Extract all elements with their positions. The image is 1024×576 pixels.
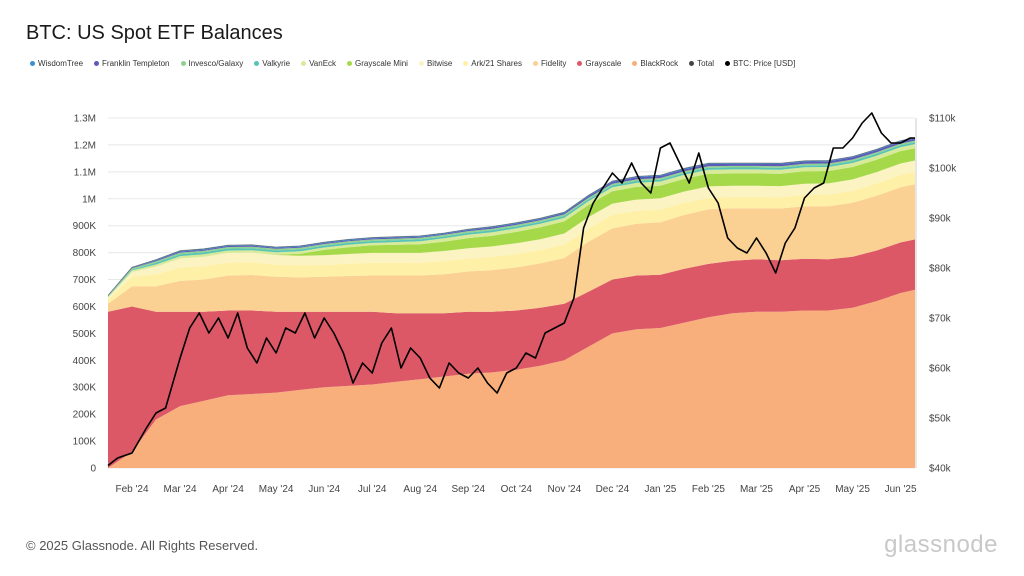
y-right-tick-label: $110k — [929, 114, 957, 125]
x-tick-label: Oct '24 — [501, 484, 533, 495]
legend-marker-franklin-templeton — [94, 61, 100, 66]
legend-label-franklin-templeton: Franklin Templeton — [102, 59, 170, 68]
x-tick-label: May '24 — [259, 484, 294, 495]
area-grayscale — [108, 239, 915, 468]
x-tick-label: Feb '25 — [692, 484, 725, 495]
x-tick-label: Aug '24 — [403, 484, 437, 495]
y-left-tick-label: 0 — [90, 464, 96, 475]
right-axis-labels: $40k $50k $60k $70k $80k $90k $100k $110k — [915, 114, 957, 475]
x-tick-label: Apr '24 — [212, 484, 244, 495]
legend-item-valkyrie[interactable]: Valkyrie — [254, 59, 290, 68]
y-left-tick-label: 1.3M — [74, 114, 96, 125]
legend-label-vaneck: VanEck — [309, 59, 337, 68]
legend-marker-grayscale-mini — [347, 61, 353, 66]
legend-label-wisdomtree: WisdomTree — [38, 59, 84, 68]
y-left-tick-label: 200K — [73, 410, 97, 421]
legend-label-ark-21-shares: Ark/21 Shares — [471, 59, 522, 68]
legend-item-btc-price[interactable]: BTC: Price [USD] — [725, 59, 795, 68]
area-blackrock — [108, 289, 915, 468]
y-left-tick-label: 900K — [73, 221, 97, 232]
btc-price-line — [107, 112, 915, 467]
legend-marker-bitwise — [418, 61, 424, 66]
legend-item-fidelity[interactable]: Fidelity — [533, 59, 566, 68]
y-right-tick-label: $90k — [929, 214, 952, 225]
chart-title: BTC: US Spot ETF Balances — [26, 22, 283, 44]
legend-item-invesco-galaxy[interactable]: Invesco/Galaxy — [180, 59, 244, 68]
stacked-areas — [107, 137, 916, 468]
y-right-tick-label: $40k — [929, 464, 952, 475]
y-right-tick-label: $70k — [929, 314, 952, 325]
y-left-tick-label: 300K — [73, 383, 97, 394]
y-left-tick-label: 1M — [82, 194, 96, 205]
copyright-notice: © 2025 Glassnode. All Rights Reserved. — [26, 538, 259, 553]
legend-marker-grayscale — [577, 61, 583, 66]
legend-item-grayscale[interactable]: Grayscale — [577, 59, 621, 68]
x-tick-label: Jun '25 — [885, 484, 917, 495]
chart-legend: WisdomTree Franklin Templeton Invesco/Ga… — [30, 59, 1020, 68]
y-left-tick-label: 1.1M — [74, 167, 96, 178]
legend-label-grayscale: Grayscale — [585, 59, 622, 68]
legend-label-grayscale-mini: Grayscale Mini — [355, 59, 408, 68]
x-tick-label: Mar '25 — [740, 484, 773, 495]
y-left-tick-label: 100K — [73, 437, 97, 448]
y-left-tick-label: 800K — [73, 248, 97, 259]
legend-marker-blackrock — [632, 61, 638, 66]
total-line — [107, 137, 916, 296]
bottom-axis-labels: Feb '24 Mar '24 Apr '24 May '24 Jun '24 Jul '… — [115, 484, 916, 495]
legend-item-total[interactable]: Total — [689, 59, 714, 68]
legend-marker-vaneck — [301, 61, 307, 66]
x-tick-label: Feb '24 — [115, 484, 148, 495]
legend-marker-valkyrie — [254, 61, 260, 66]
y-left-tick-label: 500K — [73, 329, 97, 340]
legend-item-wisdomtree[interactable]: WisdomTree — [30, 59, 83, 68]
legend-label-bitwise: Bitwise — [426, 59, 453, 68]
area-ark-21-shares — [108, 171, 915, 304]
x-tick-label: Nov '24 — [548, 484, 582, 495]
y-right-tick-label: $60k — [929, 364, 952, 375]
left-axis-labels: 0 100K 200K 300K 400K 500K 600K 700K 800K 900K 1M 1… — [73, 114, 97, 475]
x-tick-label: Sep '24 — [451, 484, 485, 495]
x-tick-label: Jan '25 — [644, 484, 676, 495]
area-grayscale-mini — [108, 148, 915, 298]
legend-marker-fidelity — [533, 61, 538, 66]
legend-label-invesco-galaxy: Invesco/Galaxy — [188, 59, 244, 68]
legend-item-franklin-templeton[interactable]: Franklin Templeton — [94, 59, 170, 68]
y-left-tick-label: 600K — [73, 302, 97, 313]
legend-marker-ark-21-shares — [463, 61, 469, 66]
y-right-tick-label: $100k — [929, 164, 957, 175]
y-left-tick-label: 700K — [73, 275, 97, 286]
legend-item-ark-21-shares[interactable]: Ark/21 Shares — [463, 59, 522, 68]
btc-price-layer — [107, 112, 915, 467]
legend-label-total: Total — [697, 59, 715, 68]
legend-item-blackrock[interactable]: BlackRock — [632, 59, 678, 68]
x-tick-label: Dec '24 — [596, 484, 630, 495]
legend-label-valkyrie: Valkyrie — [262, 59, 291, 68]
legend-item-bitwise[interactable]: Bitwise — [418, 59, 453, 68]
legend-marker-invesco-galaxy — [180, 61, 186, 66]
y-right-tick-label: $80k — [929, 264, 952, 275]
legend-label-btc-price: BTC: Price [USD] — [733, 59, 796, 68]
legend-marker-btc-price — [725, 61, 731, 66]
brand-logo-text: glassnode — [884, 531, 998, 558]
x-tick-label: May '25 — [835, 484, 870, 495]
legend-item-grayscale-mini[interactable]: Grayscale Mini — [347, 59, 408, 68]
x-tick-label: Jun '24 — [308, 484, 340, 495]
legend-marker-total — [689, 61, 695, 66]
legend-item-vaneck[interactable]: VanEck — [301, 59, 336, 68]
y-left-tick-label: 1.2M — [74, 140, 96, 151]
legend-label-blackrock: BlackRock — [640, 59, 679, 68]
x-tick-label: Apr '25 — [789, 484, 821, 495]
area-fidelity — [108, 184, 915, 314]
x-tick-label: Mar '24 — [164, 484, 197, 495]
y-right-tick-label: $50k — [929, 414, 952, 425]
legend-marker-wisdomtree — [30, 61, 35, 66]
x-tick-label: Jul '24 — [358, 484, 387, 495]
legend-label-fidelity: Fidelity — [541, 59, 567, 68]
y-left-tick-label: 400K — [73, 356, 97, 367]
